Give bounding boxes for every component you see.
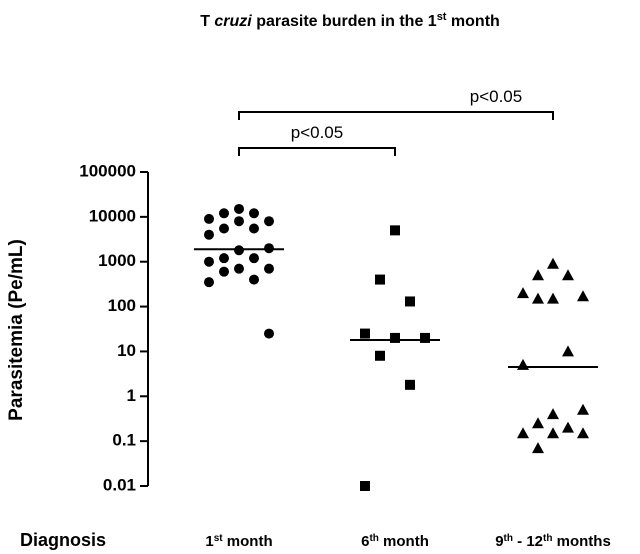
title-part: st xyxy=(437,11,447,23)
point xyxy=(517,427,529,439)
chart-title: T cruzi parasite burden in the 1st month xyxy=(200,11,500,30)
point xyxy=(532,292,544,304)
significance-bracket xyxy=(238,111,554,120)
x-axis-label: Diagnosis xyxy=(20,530,106,550)
point xyxy=(219,266,229,277)
point xyxy=(264,328,274,339)
x-tick-label-part: th xyxy=(369,533,378,544)
point xyxy=(249,253,259,264)
point xyxy=(532,269,544,281)
point xyxy=(249,208,259,219)
title-part: parasite burden in the 1 xyxy=(252,13,437,30)
point xyxy=(577,427,589,439)
y-tick-label: 1000 xyxy=(98,251,136,270)
x-tick-label-part: 9 xyxy=(495,533,503,550)
x-tick-label-part: 6 xyxy=(361,533,369,550)
point xyxy=(562,421,574,433)
point xyxy=(390,332,400,343)
point xyxy=(562,269,574,281)
x-tick-label-part: th xyxy=(543,533,552,544)
point xyxy=(577,290,589,302)
title-part: month xyxy=(446,13,499,30)
y-tick-label: 0.01 xyxy=(103,475,136,494)
point xyxy=(219,208,229,219)
point xyxy=(405,379,415,390)
point xyxy=(517,358,529,370)
point xyxy=(249,223,259,234)
x-tick-label-part: month xyxy=(223,533,273,550)
point xyxy=(547,292,559,304)
point xyxy=(264,263,274,274)
point xyxy=(204,213,214,224)
x-tick-label: 9th - 12th months xyxy=(495,533,611,551)
point xyxy=(219,223,229,234)
point xyxy=(547,408,559,420)
point xyxy=(264,216,274,227)
point xyxy=(517,287,529,299)
y-axis-label: Parasitemia (Pe/mL) xyxy=(6,239,27,421)
x-tick-label-part: th xyxy=(504,533,513,544)
point xyxy=(420,332,430,343)
point xyxy=(547,257,559,269)
point xyxy=(234,245,244,256)
point xyxy=(532,442,544,454)
point xyxy=(219,253,229,264)
point xyxy=(360,481,370,491)
x-tick-label: 1st month xyxy=(205,533,272,551)
point xyxy=(234,263,244,274)
title-part: cruzi xyxy=(214,13,252,30)
point xyxy=(249,274,259,285)
x-tick-label-part: month xyxy=(379,533,429,550)
point xyxy=(234,203,244,214)
y-tick-label: 0.1 xyxy=(112,431,136,450)
x-tick-label-part: months xyxy=(552,533,610,550)
x-tick-label-part: st xyxy=(214,533,224,544)
point xyxy=(547,427,559,439)
point xyxy=(562,345,574,357)
p-value-label: p<0.05 xyxy=(470,87,522,106)
y-tick-label: 10 xyxy=(117,341,136,360)
y-tick-label: 1 xyxy=(127,386,136,405)
title-part: T xyxy=(200,13,214,30)
significance-bracket xyxy=(238,147,396,156)
point xyxy=(375,274,385,285)
x-tick-label-part: - 12 xyxy=(513,533,543,550)
y-tick-label: 100 xyxy=(108,296,136,315)
y-tick-label: 100000 xyxy=(79,161,136,180)
point xyxy=(204,277,214,288)
point xyxy=(234,216,244,227)
p-value-label: p<0.05 xyxy=(291,123,343,142)
point xyxy=(375,350,385,361)
x-tick-label-part: 1 xyxy=(205,533,213,550)
point xyxy=(577,403,589,415)
x-tick-label: 6th month xyxy=(361,533,429,551)
point xyxy=(360,328,370,339)
point xyxy=(532,417,544,429)
point xyxy=(204,256,214,267)
point xyxy=(405,296,415,307)
y-tick-label: 10000 xyxy=(89,206,136,225)
point xyxy=(390,225,400,236)
point xyxy=(204,229,214,240)
